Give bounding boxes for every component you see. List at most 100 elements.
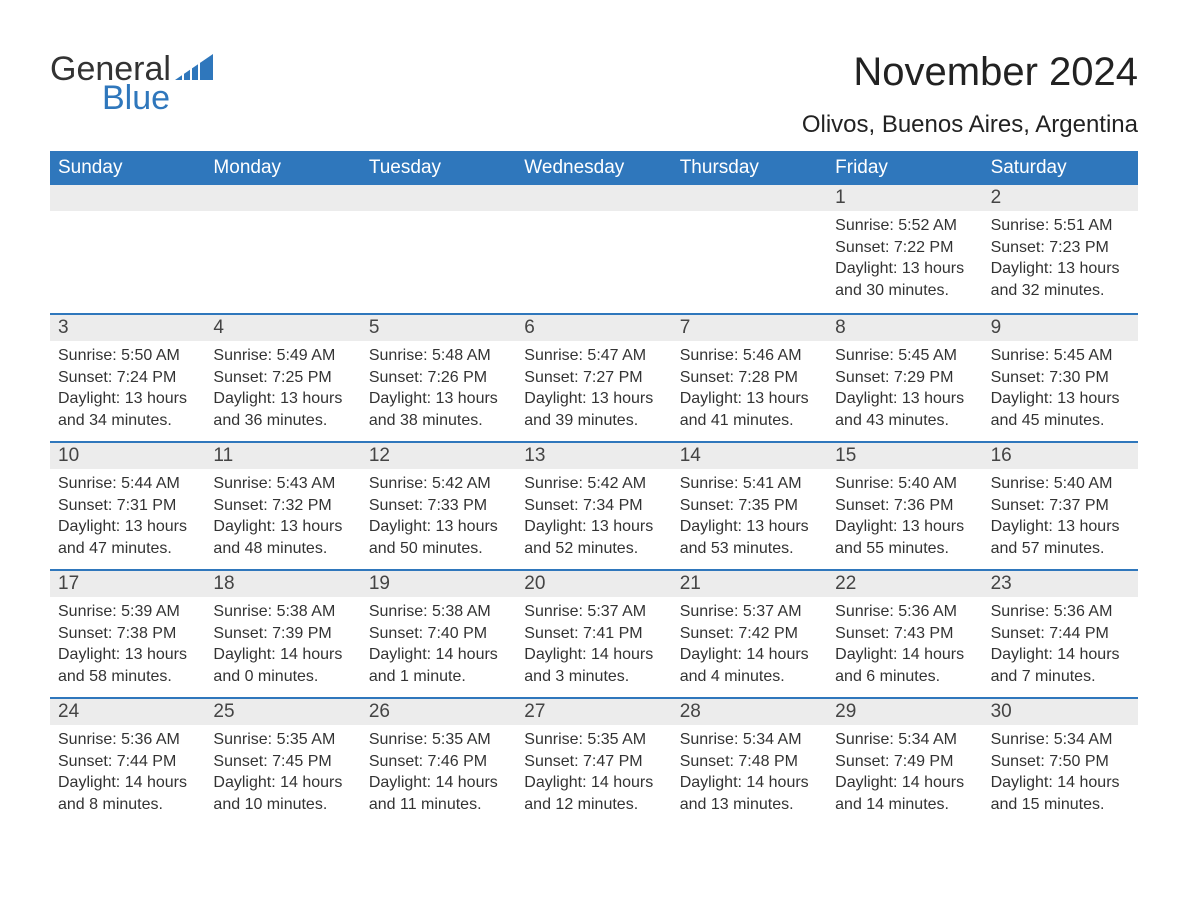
day-detail-line: Daylight: 13 hours and 39 minutes.: [524, 388, 663, 431]
day-number: 18: [205, 571, 360, 597]
day-detail-line: Daylight: 13 hours and 34 minutes.: [58, 388, 197, 431]
day-details: Sunrise: 5:35 AMSunset: 7:46 PMDaylight:…: [361, 725, 516, 821]
day-detail-line: Daylight: 14 hours and 13 minutes.: [680, 772, 819, 815]
day-number: [205, 185, 360, 211]
day-detail-line: Sunrise: 5:35 AM: [213, 729, 352, 751]
calendar-day: 10Sunrise: 5:44 AMSunset: 7:31 PMDayligh…: [50, 443, 205, 569]
day-detail-line: Daylight: 13 hours and 53 minutes.: [680, 516, 819, 559]
day-details: Sunrise: 5:51 AMSunset: 7:23 PMDaylight:…: [983, 211, 1138, 307]
day-detail-line: Daylight: 13 hours and 43 minutes.: [835, 388, 974, 431]
calendar-day: 2Sunrise: 5:51 AMSunset: 7:23 PMDaylight…: [983, 185, 1138, 313]
day-details: Sunrise: 5:50 AMSunset: 7:24 PMDaylight:…: [50, 341, 205, 437]
day-detail-line: Sunrise: 5:35 AM: [524, 729, 663, 751]
day-detail-line: Daylight: 14 hours and 0 minutes.: [213, 644, 352, 687]
day-detail-line: Daylight: 13 hours and 48 minutes.: [213, 516, 352, 559]
header: General Blue November 2024 Olivos, Bueno…: [50, 50, 1138, 139]
day-number: [516, 185, 671, 211]
day-number: 7: [672, 315, 827, 341]
day-detail-line: Sunrise: 5:36 AM: [835, 601, 974, 623]
day-detail-line: Sunset: 7:41 PM: [524, 623, 663, 645]
calendar-week: 3Sunrise: 5:50 AMSunset: 7:24 PMDaylight…: [50, 313, 1138, 441]
day-number: 26: [361, 699, 516, 725]
day-number: [361, 185, 516, 211]
day-number: 4: [205, 315, 360, 341]
day-number: 20: [516, 571, 671, 597]
calendar-day: 3Sunrise: 5:50 AMSunset: 7:24 PMDaylight…: [50, 315, 205, 441]
calendar-day: 16Sunrise: 5:40 AMSunset: 7:37 PMDayligh…: [983, 443, 1138, 569]
day-detail-line: Sunrise: 5:47 AM: [524, 345, 663, 367]
calendar-day: 14Sunrise: 5:41 AMSunset: 7:35 PMDayligh…: [672, 443, 827, 569]
month-title: November 2024: [802, 50, 1138, 95]
day-detail-line: Sunrise: 5:45 AM: [835, 345, 974, 367]
day-detail-line: Daylight: 13 hours and 36 minutes.: [213, 388, 352, 431]
day-number: 15: [827, 443, 982, 469]
calendar-week: 17Sunrise: 5:39 AMSunset: 7:38 PMDayligh…: [50, 569, 1138, 697]
day-detail-line: Daylight: 14 hours and 1 minute.: [369, 644, 508, 687]
day-detail-line: Sunset: 7:22 PM: [835, 237, 974, 259]
day-number: 3: [50, 315, 205, 341]
day-detail-line: Sunrise: 5:52 AM: [835, 215, 974, 237]
day-number: 24: [50, 699, 205, 725]
day-details: Sunrise: 5:52 AMSunset: 7:22 PMDaylight:…: [827, 211, 982, 307]
title-block: November 2024 Olivos, Buenos Aires, Arge…: [802, 50, 1138, 139]
calendar-body: 1Sunrise: 5:52 AMSunset: 7:22 PMDaylight…: [50, 185, 1138, 825]
day-detail-line: Sunset: 7:35 PM: [680, 495, 819, 517]
day-details: Sunrise: 5:35 AMSunset: 7:45 PMDaylight:…: [205, 725, 360, 821]
day-detail-line: Daylight: 14 hours and 4 minutes.: [680, 644, 819, 687]
day-detail-line: Sunset: 7:31 PM: [58, 495, 197, 517]
calendar-day: 12Sunrise: 5:42 AMSunset: 7:33 PMDayligh…: [361, 443, 516, 569]
day-detail-line: Sunset: 7:34 PM: [524, 495, 663, 517]
day-detail-line: Sunset: 7:39 PM: [213, 623, 352, 645]
weekday-header: Thursday: [672, 151, 827, 185]
day-detail-line: Sunrise: 5:50 AM: [58, 345, 197, 367]
day-detail-line: Sunset: 7:33 PM: [369, 495, 508, 517]
day-number: 22: [827, 571, 982, 597]
calendar-day: 17Sunrise: 5:39 AMSunset: 7:38 PMDayligh…: [50, 571, 205, 697]
day-detail-line: Sunrise: 5:39 AM: [58, 601, 197, 623]
day-detail-line: Daylight: 13 hours and 41 minutes.: [680, 388, 819, 431]
day-detail-line: Daylight: 14 hours and 8 minutes.: [58, 772, 197, 815]
calendar-empty-cell: [205, 185, 360, 313]
day-details: Sunrise: 5:45 AMSunset: 7:30 PMDaylight:…: [983, 341, 1138, 437]
day-detail-line: Daylight: 14 hours and 12 minutes.: [524, 772, 663, 815]
day-details: Sunrise: 5:46 AMSunset: 7:28 PMDaylight:…: [672, 341, 827, 437]
day-detail-line: Sunset: 7:23 PM: [991, 237, 1130, 259]
day-number: 19: [361, 571, 516, 597]
calendar-day: 25Sunrise: 5:35 AMSunset: 7:45 PMDayligh…: [205, 699, 360, 825]
day-details: Sunrise: 5:37 AMSunset: 7:41 PMDaylight:…: [516, 597, 671, 693]
calendar-day: 8Sunrise: 5:45 AMSunset: 7:29 PMDaylight…: [827, 315, 982, 441]
calendar-week: 24Sunrise: 5:36 AMSunset: 7:44 PMDayligh…: [50, 697, 1138, 825]
day-detail-line: Sunset: 7:46 PM: [369, 751, 508, 773]
day-number: 23: [983, 571, 1138, 597]
day-detail-line: Daylight: 13 hours and 55 minutes.: [835, 516, 974, 559]
calendar-day: 20Sunrise: 5:37 AMSunset: 7:41 PMDayligh…: [516, 571, 671, 697]
day-detail-line: Sunset: 7:26 PM: [369, 367, 508, 389]
day-detail-line: Sunrise: 5:38 AM: [369, 601, 508, 623]
day-detail-line: Sunset: 7:28 PM: [680, 367, 819, 389]
day-detail-line: Sunrise: 5:34 AM: [680, 729, 819, 751]
day-number: 13: [516, 443, 671, 469]
day-detail-line: Daylight: 14 hours and 10 minutes.: [213, 772, 352, 815]
weekday-header: Sunday: [50, 151, 205, 185]
day-detail-line: Daylight: 13 hours and 30 minutes.: [835, 258, 974, 301]
day-details: Sunrise: 5:35 AMSunset: 7:47 PMDaylight:…: [516, 725, 671, 821]
weekday-header: Saturday: [983, 151, 1138, 185]
day-detail-line: Sunset: 7:37 PM: [991, 495, 1130, 517]
day-number: 29: [827, 699, 982, 725]
calendar-day: 18Sunrise: 5:38 AMSunset: 7:39 PMDayligh…: [205, 571, 360, 697]
brand-triangle-icon: [175, 54, 213, 85]
day-number: 11: [205, 443, 360, 469]
day-detail-line: Sunset: 7:48 PM: [680, 751, 819, 773]
calendar-day: 1Sunrise: 5:52 AMSunset: 7:22 PMDaylight…: [827, 185, 982, 313]
calendar-day: 13Sunrise: 5:42 AMSunset: 7:34 PMDayligh…: [516, 443, 671, 569]
calendar-empty-cell: [672, 185, 827, 313]
day-detail-line: Sunrise: 5:41 AM: [680, 473, 819, 495]
day-detail-line: Daylight: 14 hours and 11 minutes.: [369, 772, 508, 815]
day-detail-line: Sunset: 7:32 PM: [213, 495, 352, 517]
day-number: 10: [50, 443, 205, 469]
day-details: Sunrise: 5:38 AMSunset: 7:39 PMDaylight:…: [205, 597, 360, 693]
day-detail-line: Sunrise: 5:45 AM: [991, 345, 1130, 367]
day-detail-line: Sunrise: 5:35 AM: [369, 729, 508, 751]
day-details: Sunrise: 5:36 AMSunset: 7:44 PMDaylight:…: [50, 725, 205, 821]
day-detail-line: Sunrise: 5:36 AM: [58, 729, 197, 751]
